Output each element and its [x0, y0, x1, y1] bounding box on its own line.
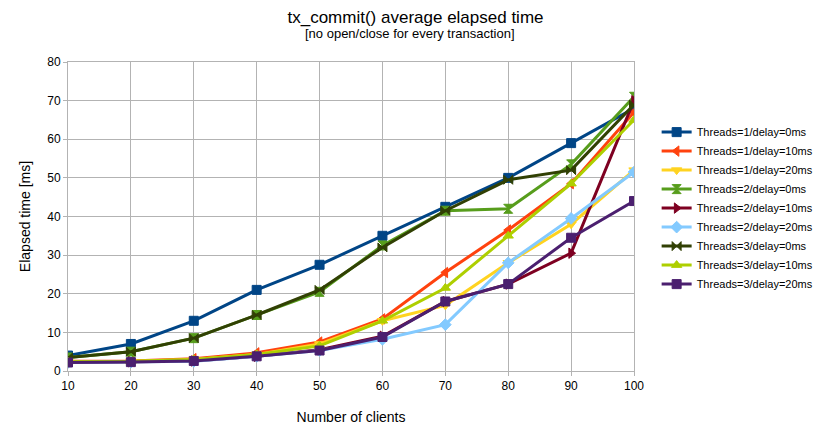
svg-text:[no open/close for every trans: [no open/close for every transaction]: [305, 26, 515, 41]
svg-text:Threads=1/delay=0ms: Threads=1/delay=0ms: [697, 126, 807, 138]
svg-text:40: 40: [250, 379, 264, 393]
svg-text:20: 20: [124, 379, 138, 393]
svg-text:Threads=2/delay=10ms: Threads=2/delay=10ms: [697, 202, 813, 214]
svg-text:70: 70: [47, 94, 61, 108]
svg-text:Threads=3/delay=10ms: Threads=3/delay=10ms: [697, 259, 813, 271]
svg-text:Threads=3/delay=20ms: Threads=3/delay=20ms: [697, 278, 813, 290]
svg-text:10: 10: [47, 326, 61, 340]
svg-text:100: 100: [624, 379, 644, 393]
svg-text:Threads=1/delay=10ms: Threads=1/delay=10ms: [697, 145, 813, 157]
svg-text:50: 50: [47, 171, 61, 185]
svg-text:10: 10: [61, 379, 75, 393]
svg-text:Threads=2/delay=20ms: Threads=2/delay=20ms: [697, 221, 813, 233]
svg-text:80: 80: [502, 379, 516, 393]
svg-text:tx_commit() average elapsed ti: tx_commit() average elapsed time: [287, 8, 543, 27]
svg-text:90: 90: [564, 379, 578, 393]
svg-text:70: 70: [439, 379, 453, 393]
svg-text:Number of clients: Number of clients: [297, 409, 406, 425]
svg-text:30: 30: [47, 248, 61, 262]
svg-text:Threads=2/delay=0ms: Threads=2/delay=0ms: [697, 183, 807, 195]
svg-text:20: 20: [47, 287, 61, 301]
svg-text:0: 0: [54, 364, 61, 378]
svg-text:60: 60: [47, 132, 61, 146]
svg-text:50: 50: [313, 379, 327, 393]
svg-text:60: 60: [376, 379, 390, 393]
svg-text:Elapsed time [ms]: Elapsed time [ms]: [17, 161, 33, 272]
svg-text:80: 80: [47, 55, 61, 69]
svg-text:Threads=1/delay=20ms: Threads=1/delay=20ms: [697, 164, 813, 176]
svg-text:30: 30: [187, 379, 201, 393]
svg-text:Threads=3/delay=0ms: Threads=3/delay=0ms: [697, 240, 807, 252]
svg-text:40: 40: [47, 210, 61, 224]
